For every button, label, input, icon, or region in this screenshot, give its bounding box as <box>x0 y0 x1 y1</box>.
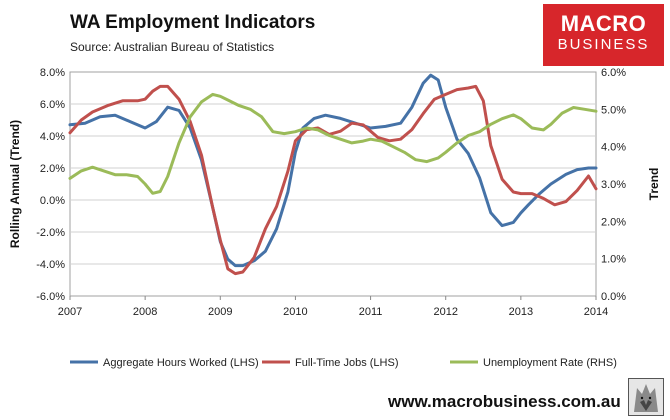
y2-tick-label: 3.0% <box>601 179 626 191</box>
y-tick-label: -2.0% <box>36 227 65 239</box>
x-tick-label: 2009 <box>208 306 232 318</box>
y2-tick-label: 6.0% <box>601 67 626 79</box>
y2-axis-title: Trend <box>647 168 661 201</box>
series-line-1 <box>68 73 598 268</box>
logo-line-1: MACRO <box>560 11 647 36</box>
x-tick-label: 2008 <box>133 306 157 318</box>
x-tick-label: 2013 <box>509 306 533 318</box>
y-tick-label: 8.0% <box>40 67 65 79</box>
legend-label: Aggregate Hours Worked (LHS) <box>103 357 259 369</box>
y2-tick-label: 0.0% <box>601 291 626 303</box>
y2-tick-label: 1.0% <box>601 254 626 266</box>
y-axis-title: Rolling Annual (Trend) <box>8 120 22 248</box>
y-tick-label: -6.0% <box>36 291 65 303</box>
chart-subtitle: Source: Australian Bureau of Statistics <box>70 40 275 54</box>
logo-line-2: BUSINESS <box>557 36 650 53</box>
y-tick-label: -4.0% <box>36 259 65 271</box>
footer-url: www.macrobusiness.com.au <box>388 392 621 411</box>
macrobusiness-logo: MACRO BUSINESS <box>543 4 664 66</box>
x-tick-label: 2010 <box>283 306 307 318</box>
y2-tick-label: 2.0% <box>601 216 626 228</box>
legend-label: Full-Time Jobs (LHS) <box>295 357 399 369</box>
x-tick-label: 2011 <box>359 306 383 318</box>
x-tick-label: 2012 <box>433 306 457 318</box>
y-tick-label: 2.0% <box>40 163 65 175</box>
y-tick-label: 6.0% <box>40 99 65 111</box>
chart-title: WA Employment Indicators <box>70 12 316 33</box>
y2-tick-label: 4.0% <box>601 142 626 154</box>
wolf-logo-icon <box>628 378 664 416</box>
y-tick-label: 0.0% <box>40 195 65 207</box>
legend-label: Unemployment Rate (RHS) <box>483 357 617 369</box>
plot-area <box>69 71 597 297</box>
x-tick-label: 2014 <box>584 306 608 318</box>
x-tick-label: 2007 <box>58 306 82 318</box>
series-line-3 <box>68 92 598 195</box>
y2-tick-label: 5.0% <box>601 104 626 116</box>
series-line-2 <box>68 84 598 276</box>
y-tick-label: 4.0% <box>40 131 65 143</box>
